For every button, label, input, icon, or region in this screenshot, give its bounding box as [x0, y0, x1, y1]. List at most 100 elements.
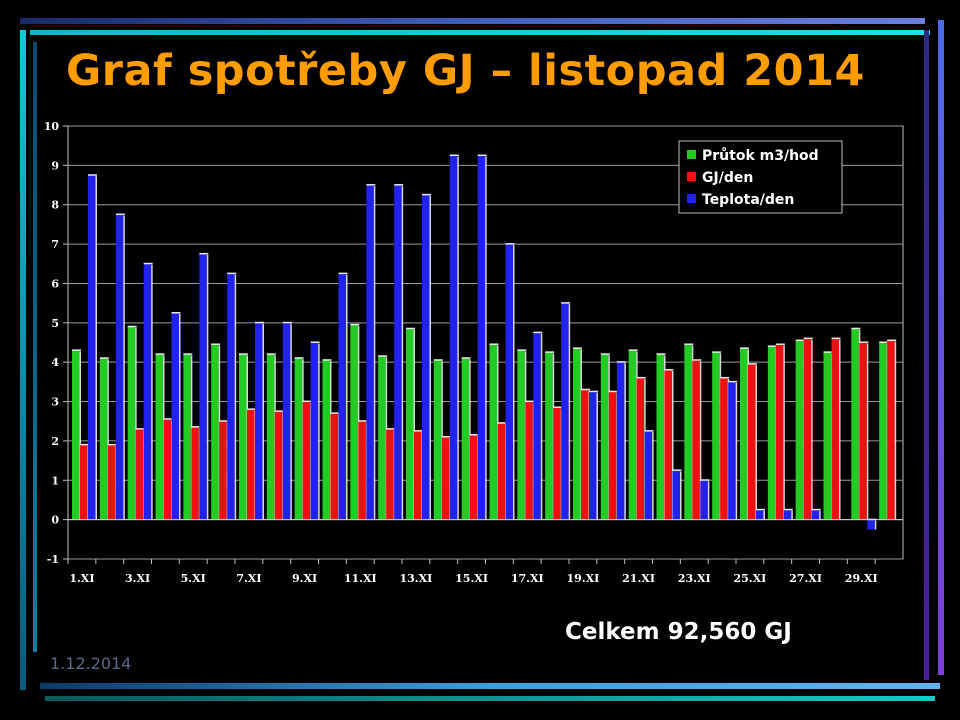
bar	[823, 351, 833, 520]
x-tick-label: 29.XI	[845, 572, 878, 585]
y-tick-label: 3	[51, 396, 59, 409]
bar	[247, 408, 256, 520]
bar	[191, 426, 201, 520]
x-tick-label: 1.XI	[69, 572, 94, 585]
bar	[756, 508, 765, 520]
bar	[469, 434, 479, 520]
slide-date: 1.12.2014	[50, 654, 132, 673]
bar	[803, 337, 813, 520]
bar	[143, 262, 153, 520]
chart-legend: Průtok m3/hod GJ/den Teplota/den	[678, 140, 843, 214]
bar	[386, 428, 396, 520]
bar	[700, 479, 710, 520]
bar	[477, 154, 487, 520]
legend-label: Průtok m3/hod	[702, 147, 819, 164]
bar	[616, 361, 626, 520]
x-tick-label: 9.XI	[292, 572, 317, 585]
bar	[88, 174, 97, 520]
x-tick-label: 7.XI	[236, 572, 261, 585]
bar	[433, 359, 443, 520]
x-tick-label: 3.XI	[125, 572, 150, 585]
decor-stripe-right-inner	[924, 30, 929, 680]
bar	[664, 369, 674, 520]
bar	[553, 406, 563, 520]
bar	[422, 193, 431, 520]
bar	[600, 353, 610, 520]
bar	[608, 390, 618, 520]
x-tick-label: 17.XI	[511, 572, 544, 585]
x-tick-label: 19.XI	[567, 572, 600, 585]
bar	[115, 213, 125, 520]
bar	[489, 343, 499, 520]
bar	[302, 400, 312, 520]
bar	[414, 430, 423, 520]
x-tick-label: 11.XI	[344, 572, 377, 585]
bar	[795, 339, 805, 520]
y-tick-label: 4	[51, 356, 59, 369]
bar	[406, 327, 415, 520]
x-tick-label: 23.XI	[678, 572, 711, 585]
bar	[338, 272, 348, 520]
bar	[171, 311, 181, 520]
bar	[274, 410, 284, 520]
bar	[99, 357, 109, 520]
bar	[394, 184, 404, 520]
bar	[589, 390, 598, 520]
bar	[366, 184, 376, 520]
bar	[767, 345, 777, 520]
legend-swatch	[687, 194, 696, 203]
bar	[672, 469, 682, 520]
x-tick-label: 21.XI	[622, 572, 655, 585]
y-tick-label: 2	[51, 435, 59, 448]
legend-box	[678, 140, 843, 214]
bar	[72, 349, 81, 520]
bar	[811, 508, 821, 520]
bar	[712, 351, 722, 520]
bar	[239, 353, 248, 520]
bar	[720, 376, 730, 520]
bar	[656, 353, 666, 520]
bar	[441, 435, 451, 520]
bar	[775, 343, 785, 520]
bar	[505, 243, 515, 520]
bar	[107, 443, 117, 520]
bar	[545, 351, 555, 520]
bar	[573, 347, 582, 520]
bar	[684, 343, 694, 520]
bar	[581, 388, 590, 520]
legend-label: Teplota/den	[702, 192, 794, 208]
bar	[561, 302, 571, 520]
bar	[636, 376, 646, 520]
bar	[533, 331, 543, 520]
bar	[831, 337, 841, 520]
decor-stripe-bottom	[40, 683, 940, 689]
x-tick-label: 27.XI	[789, 572, 822, 585]
decor-stripe-bottom-inner	[45, 696, 935, 701]
bar	[266, 353, 276, 520]
total-consumption: Celkem 92,560 GJ	[565, 619, 792, 645]
x-tick-label: 5.XI	[181, 572, 206, 585]
decor-stripe-top	[20, 18, 925, 24]
decor-stripe-left	[20, 30, 26, 690]
legend-swatch	[687, 150, 696, 159]
bar	[199, 252, 209, 520]
bar	[127, 325, 137, 520]
y-tick-label: 6	[51, 277, 59, 290]
bar	[358, 420, 368, 520]
bar	[155, 353, 165, 520]
bar	[211, 343, 221, 520]
y-tick-label: 8	[51, 199, 59, 212]
y-tick-label: 0	[51, 514, 59, 527]
x-tick-label: 15.XI	[455, 572, 488, 585]
bar	[378, 355, 388, 520]
y-tick-label: 9	[51, 159, 59, 172]
bar	[628, 349, 638, 520]
bar	[728, 380, 738, 520]
decor-stripe-left-inner	[33, 42, 37, 652]
bar	[163, 418, 173, 520]
bar	[310, 341, 320, 520]
y-tick-label: 1	[51, 474, 59, 487]
decor-stripe-right	[938, 20, 944, 675]
bar	[851, 327, 861, 520]
